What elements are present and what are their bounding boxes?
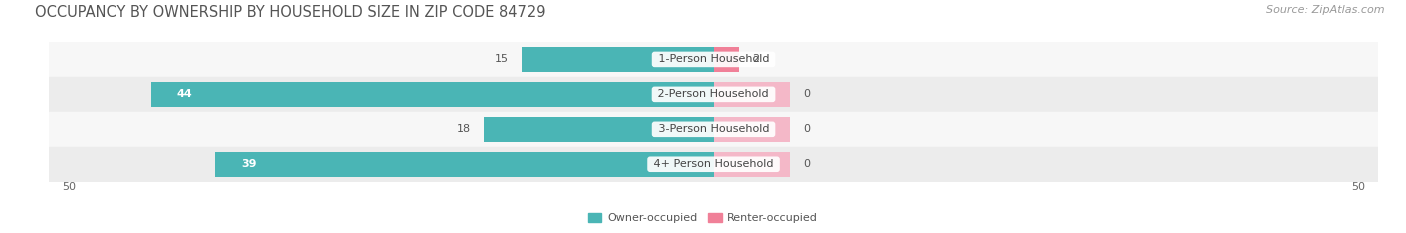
Text: Source: ZipAtlas.com: Source: ZipAtlas.com xyxy=(1267,5,1385,15)
Bar xyxy=(49,77,1378,112)
Bar xyxy=(215,152,713,177)
Text: 50: 50 xyxy=(1351,182,1365,192)
Bar xyxy=(713,152,790,177)
Bar xyxy=(713,47,740,72)
Text: 39: 39 xyxy=(240,159,256,169)
Text: OCCUPANCY BY OWNERSHIP BY HOUSEHOLD SIZE IN ZIP CODE 84729: OCCUPANCY BY OWNERSHIP BY HOUSEHOLD SIZE… xyxy=(35,5,546,20)
Text: 0: 0 xyxy=(803,159,810,169)
Bar xyxy=(49,42,1378,77)
Text: 3-Person Household: 3-Person Household xyxy=(655,124,772,134)
Text: 2: 2 xyxy=(752,55,759,64)
Bar xyxy=(152,82,713,107)
Text: 0: 0 xyxy=(803,124,810,134)
Bar xyxy=(484,117,713,142)
Text: 44: 44 xyxy=(177,89,193,99)
Bar xyxy=(522,47,713,72)
Text: 15: 15 xyxy=(495,55,509,64)
Text: 2-Person Household: 2-Person Household xyxy=(654,89,773,99)
Legend: Owner-occupied, Renter-occupied: Owner-occupied, Renter-occupied xyxy=(583,208,823,227)
Text: 50: 50 xyxy=(62,182,76,192)
Text: 0: 0 xyxy=(803,89,810,99)
Text: 1-Person Household: 1-Person Household xyxy=(655,55,772,64)
Text: 4+ Person Household: 4+ Person Household xyxy=(650,159,778,169)
Bar xyxy=(49,112,1378,147)
Bar xyxy=(49,147,1378,182)
Text: 18: 18 xyxy=(457,124,471,134)
Bar xyxy=(713,117,790,142)
Bar xyxy=(713,82,790,107)
